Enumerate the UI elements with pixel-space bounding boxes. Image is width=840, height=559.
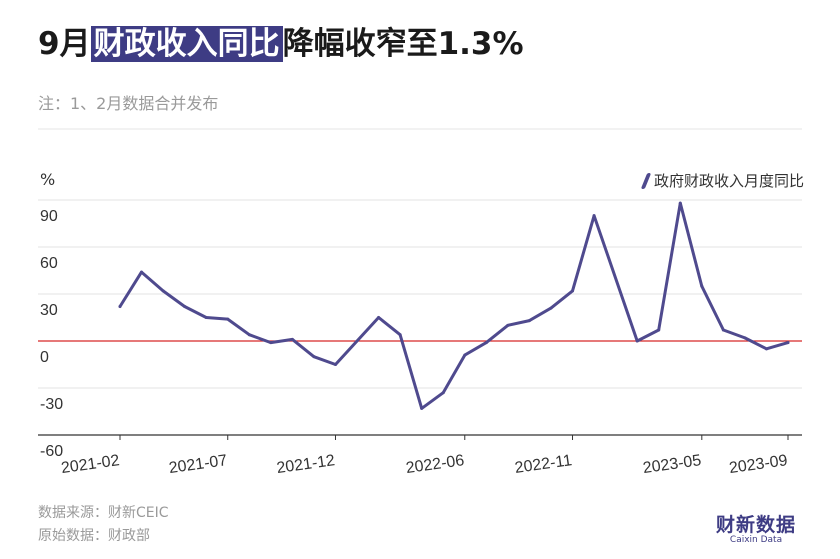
data-point bbox=[333, 363, 337, 366]
data-point bbox=[463, 353, 467, 357]
data-point bbox=[204, 316, 208, 319]
title-prefix: 9月 bbox=[38, 26, 91, 62]
data-point bbox=[484, 341, 488, 345]
y-tick-label: 90 bbox=[40, 208, 58, 225]
data-point bbox=[678, 201, 682, 205]
y-tick-label: 60 bbox=[40, 255, 58, 272]
data-point bbox=[290, 337, 294, 341]
x-tick-label: 2021-12 bbox=[276, 452, 337, 477]
data-point bbox=[118, 305, 122, 309]
caixin-logo: 财新数据 Caixin Data bbox=[716, 510, 796, 545]
data-point bbox=[140, 270, 144, 274]
data-point bbox=[549, 306, 553, 310]
chart-subtitle: 注：1、2月数据合并发布 bbox=[38, 94, 219, 113]
y-axis-unit: % bbox=[40, 170, 56, 189]
data-point bbox=[657, 328, 661, 332]
legend: 政府财政收入月度同比 bbox=[640, 170, 804, 191]
data-point bbox=[161, 289, 165, 293]
line-chart: 90 60 30 0 -30 -60 2021-02 2021-07 2021-12 2022-… bbox=[38, 128, 802, 477]
data-point bbox=[700, 284, 704, 288]
legend-label: 政府财政收入月度同比 bbox=[653, 172, 804, 190]
data-point bbox=[226, 317, 230, 321]
logo-sub: Caixin Data bbox=[729, 535, 783, 545]
x-tick-label: 2023-09 bbox=[728, 452, 789, 477]
x-tick-label: 2021-07 bbox=[168, 452, 229, 477]
title-highlight: 财政收入同比 bbox=[90, 26, 283, 62]
data-point bbox=[247, 333, 251, 337]
data-point bbox=[420, 406, 424, 410]
data-point bbox=[183, 305, 187, 309]
data-point bbox=[721, 328, 725, 332]
y-tick-label: 30 bbox=[40, 302, 58, 319]
x-tick-label: 2022-06 bbox=[405, 452, 466, 477]
y-tick-label: 0 bbox=[40, 349, 49, 366]
data-point bbox=[441, 391, 445, 395]
data-point bbox=[635, 339, 639, 343]
data-point bbox=[506, 323, 510, 327]
y-tick-label: -30 bbox=[40, 396, 63, 413]
data-point bbox=[764, 347, 768, 351]
data-point bbox=[398, 333, 402, 337]
data-point bbox=[312, 355, 316, 359]
data-points bbox=[118, 201, 790, 410]
chart-title: 9月财政收入同比降幅收窄至1.3% bbox=[38, 18, 524, 63]
y-axis-ticks: 90 60 30 0 -30 -60 bbox=[40, 208, 63, 460]
y-tick-label: -60 bbox=[40, 443, 63, 460]
footer-original: 原始数据：财政部 bbox=[38, 528, 150, 544]
x-axis-ticks: 2021-02 2021-07 2021-12 2022-06 2022-11 2023-… bbox=[60, 435, 789, 477]
x-tick-label: 2021-02 bbox=[60, 452, 121, 477]
logo-main: 财新数据 bbox=[716, 514, 797, 536]
data-point bbox=[786, 341, 790, 345]
data-point bbox=[377, 316, 381, 319]
data-point bbox=[571, 289, 575, 293]
title-suffix: 降幅收窄至1.3% bbox=[282, 26, 524, 62]
data-point bbox=[743, 336, 747, 340]
data-point bbox=[527, 319, 531, 323]
x-tick-label: 2023-05 bbox=[642, 452, 703, 477]
footer-source: 数据来源：财新CEIC bbox=[38, 505, 169, 521]
x-tick-label: 2022-11 bbox=[514, 452, 573, 477]
series-line bbox=[118, 201, 790, 410]
data-point bbox=[592, 214, 596, 218]
data-point bbox=[269, 341, 273, 345]
